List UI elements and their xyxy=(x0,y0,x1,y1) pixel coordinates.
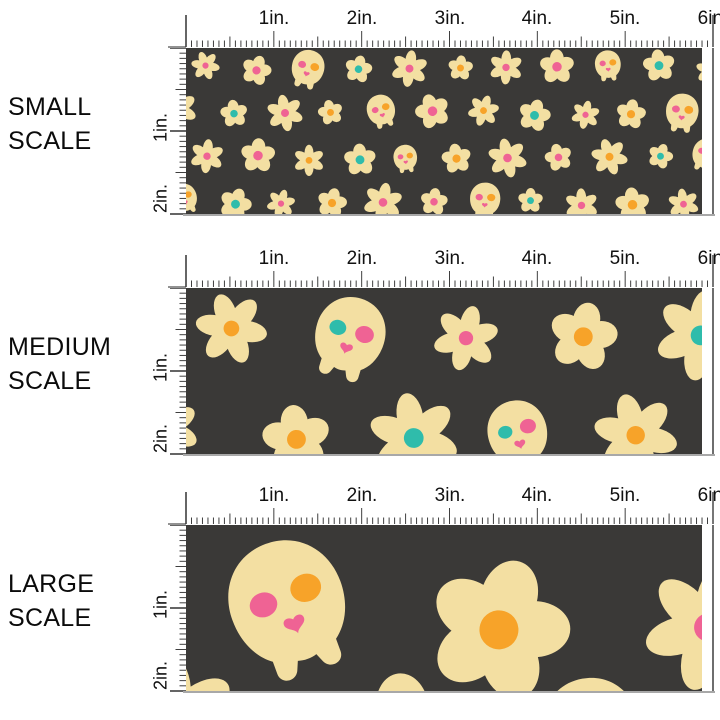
h-ruler-label: 4in. xyxy=(521,8,553,29)
h-ruler-label: 1in. xyxy=(258,8,290,29)
fabric-swatch-small xyxy=(186,48,702,214)
vertical-ruler xyxy=(170,48,186,215)
h-ruler-label: 4in. xyxy=(521,248,553,269)
horizontal-ruler xyxy=(168,492,714,525)
h-ruler-label: 1in. xyxy=(258,485,290,506)
vertical-ruler xyxy=(170,288,186,455)
swatch-bottom-edge-line xyxy=(183,691,715,693)
panel-label-line2: SCALE xyxy=(8,367,92,395)
panel-label-medium: MEDIUM SCALE xyxy=(8,330,111,398)
panel-label-line2: SCALE xyxy=(8,127,92,155)
panel-label-line2: SCALE xyxy=(8,604,92,632)
h-ruler-label: 6in. xyxy=(697,485,720,506)
h-ruler-label: 3in. xyxy=(434,8,466,29)
h-ruler-label: 6in. xyxy=(697,248,720,269)
h-ruler-label: 2in. xyxy=(346,8,378,29)
panel-label-small: SMALL SCALE xyxy=(8,90,91,158)
horizontal-ruler xyxy=(168,15,714,48)
h-ruler-label: 4in. xyxy=(521,485,553,506)
fabric-pattern-medium xyxy=(186,288,702,454)
panel-label-line1: MEDIUM xyxy=(8,333,112,361)
fabric-pattern-large xyxy=(186,525,702,691)
panel-label-line1: SMALL xyxy=(8,93,92,121)
fabric-swatch-large xyxy=(186,525,702,691)
panel-label-line1: LARGE xyxy=(8,570,95,598)
h-ruler-label: 1in. xyxy=(258,248,290,269)
h-ruler-label: 5in. xyxy=(609,248,641,269)
ruler-right-edge-line xyxy=(712,525,714,692)
panel-label-large: LARGE SCALE xyxy=(8,567,94,635)
ruler-right-edge-line xyxy=(712,48,714,215)
ruler-right-edge-line xyxy=(712,288,714,455)
swatch-bottom-edge-line xyxy=(183,214,715,216)
h-ruler-label: 3in. xyxy=(434,485,466,506)
fabric-swatch-medium xyxy=(186,288,702,454)
h-ruler-label: 3in. xyxy=(434,248,466,269)
h-ruler-label: 5in. xyxy=(609,485,641,506)
vertical-ruler xyxy=(170,525,186,692)
fabric-pattern-small xyxy=(186,48,702,214)
horizontal-ruler xyxy=(168,255,714,288)
h-ruler-label: 5in. xyxy=(609,8,641,29)
h-ruler-label: 6in. xyxy=(697,8,720,29)
h-ruler-label: 2in. xyxy=(346,485,378,506)
swatch-bottom-edge-line xyxy=(183,454,715,456)
h-ruler-label: 2in. xyxy=(346,248,378,269)
